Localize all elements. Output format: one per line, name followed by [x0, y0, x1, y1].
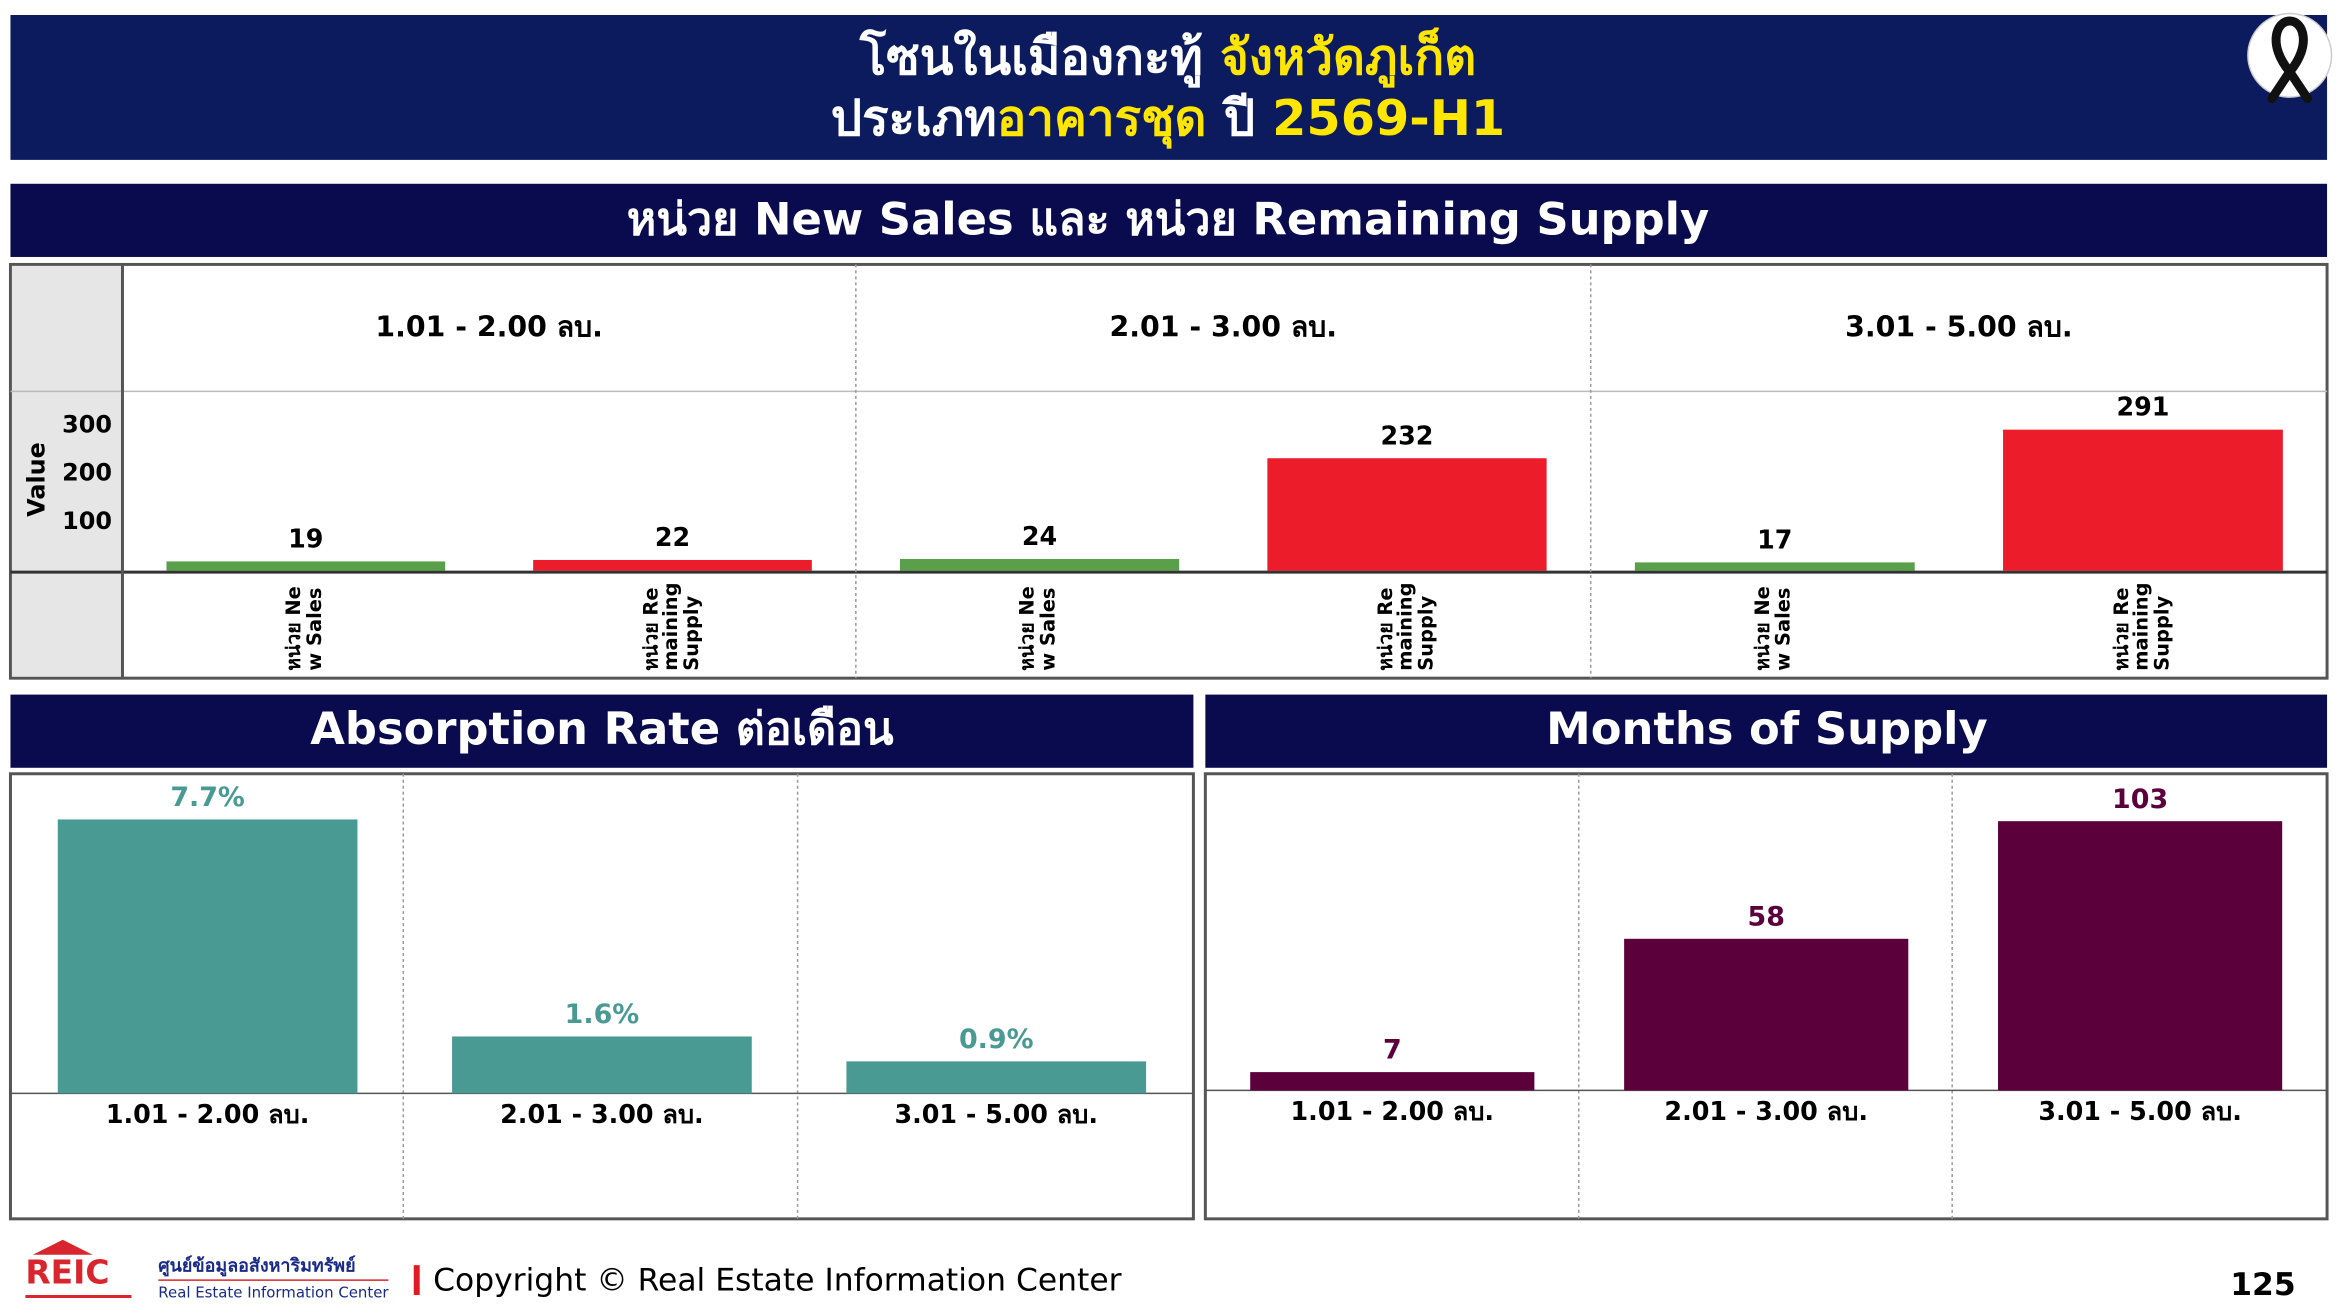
x-tick-label-group: หน่วย New Sales [1017, 586, 1061, 671]
section-title: หน่วย New Sales และ หน่วย Remaining Supp… [627, 193, 1709, 246]
value-label: 7.7% [170, 782, 245, 813]
logo-text: REIC [25, 1254, 109, 1292]
value-label: 291 [2116, 392, 2169, 422]
group-label: 1.01 - 2.00 ลบ. [375, 311, 602, 344]
header-highlight: จังหวัดภูเก็ต [1220, 26, 1476, 87]
x-tick-label: หน่วย Remaining Supply [640, 582, 704, 671]
header-line-2: ประเภทอาคารชุด ปี 2569-H1 [831, 89, 1505, 149]
value-label: 19 [288, 524, 323, 554]
header-highlight: อาคารชุด [997, 89, 1207, 149]
x-tick-label: หน่วย New Sales [283, 586, 327, 671]
bar [533, 559, 812, 571]
x-tick-label-box: หน่วย Remaining Supply [640, 582, 704, 671]
bar [1998, 821, 2283, 1091]
value-label: 58 [1748, 901, 1785, 932]
header-text: ประเภท [831, 89, 997, 147]
bar [1624, 938, 1909, 1091]
org-name-th: ศูนย์ข้อมูลอสังหาริมทรัพย์ [158, 1255, 355, 1278]
chart-panel [8, 262, 2329, 680]
section-title: Absorption Rate ต่อเดือน [310, 702, 894, 755]
section-header [1205, 694, 2328, 768]
x-tick-label-box: หน่วย Remaining Supply [1374, 582, 1439, 671]
bar [166, 561, 446, 571]
header-line-1: โซนในเมืองกะทู้ จังหวัดภูเก็ต [859, 26, 1476, 87]
value-label: 7 [1383, 1035, 1402, 1066]
y-tick-label: 100 [62, 507, 112, 535]
group-label: 2.01 - 3.00 ลบ. [1110, 311, 1337, 344]
bar [899, 558, 1180, 571]
x-tick-label: หน่วย Remaining Supply [2110, 582, 2175, 671]
value-label: 17 [1757, 524, 1792, 554]
value-label: 103 [2112, 784, 2168, 815]
x-tick-label-group: หน่วย New Sales [283, 586, 327, 671]
y-tick-label: 300 [62, 410, 112, 438]
x-tick-label: 2.01 - 3.00 ลบ. [500, 1099, 704, 1129]
section-header [10, 183, 2328, 257]
x-tick-label-box: หน่วย New Sales [283, 586, 327, 671]
x-tick-label: 3.01 - 5.00 ลบ. [894, 1099, 1098, 1129]
y-tick-label: 200 [62, 459, 112, 487]
bar [57, 819, 358, 1094]
bar [846, 1061, 1147, 1094]
x-tick-label: 1.01 - 2.00 ลบ. [106, 1099, 310, 1129]
group-label: 3.01 - 5.00 ลบ. [1845, 311, 2072, 344]
value-label: 24 [1022, 521, 1057, 551]
value-label: 232 [1381, 420, 1434, 450]
org-name-en: Real Estate Information Center [158, 1284, 389, 1302]
bar [2003, 429, 2283, 571]
x-tick-label: หน่วย New Sales [1752, 586, 1796, 671]
x-tick-label-box: หน่วย Remaining Supply [2110, 582, 2175, 671]
x-tick-label-box: หน่วย New Sales [1017, 586, 1061, 671]
page-number: 125 [2230, 1267, 2295, 1303]
value-label: 1.6% [565, 999, 640, 1030]
bar [1267, 458, 1547, 571]
x-tick-label: 3.01 - 5.00 ลบ. [2038, 1096, 2242, 1126]
footer-bar [413, 1265, 420, 1296]
x-tick-label: หน่วย New Sales [1017, 586, 1061, 671]
x-tick-label-box: หน่วย New Sales [1752, 586, 1796, 671]
x-tick-label: หน่วย Remaining Supply [1374, 582, 1439, 671]
mourning-ribbon [2247, 12, 2333, 104]
section-title: Months of Supply [1546, 702, 1988, 755]
value-label: 22 [655, 522, 690, 552]
x-tick-label-group: หน่วย New Sales [1752, 586, 1796, 671]
header-text: ปี [1221, 89, 1255, 147]
footer-logo: REIC [25, 1239, 132, 1299]
header-text: โซนในเมืองกะทู้ [859, 27, 1203, 87]
axis-column [11, 265, 123, 677]
bar [1634, 562, 1915, 571]
x-tick-label-group: หน่วย Remaining Supply [1374, 582, 1439, 671]
x-tick-label: 1.01 - 2.00 ลบ. [1291, 1096, 1495, 1126]
header-highlight: 2569-H1 [1272, 89, 1505, 147]
x-tick-label: 2.01 - 3.00 ลบ. [1664, 1096, 1868, 1126]
y-axis-label: Value [22, 442, 50, 517]
bar [1250, 1072, 1535, 1091]
section-header [10, 694, 1194, 768]
x-tick-label-group: หน่วย Remaining Supply [2110, 582, 2175, 671]
bar [452, 1036, 752, 1094]
copyright: Copyright © Real Estate Information Cent… [433, 1263, 1121, 1299]
value-label: 0.9% [959, 1024, 1034, 1055]
header-band [10, 14, 2328, 160]
x-tick-label-group: หน่วย Remaining Supply [640, 582, 704, 671]
